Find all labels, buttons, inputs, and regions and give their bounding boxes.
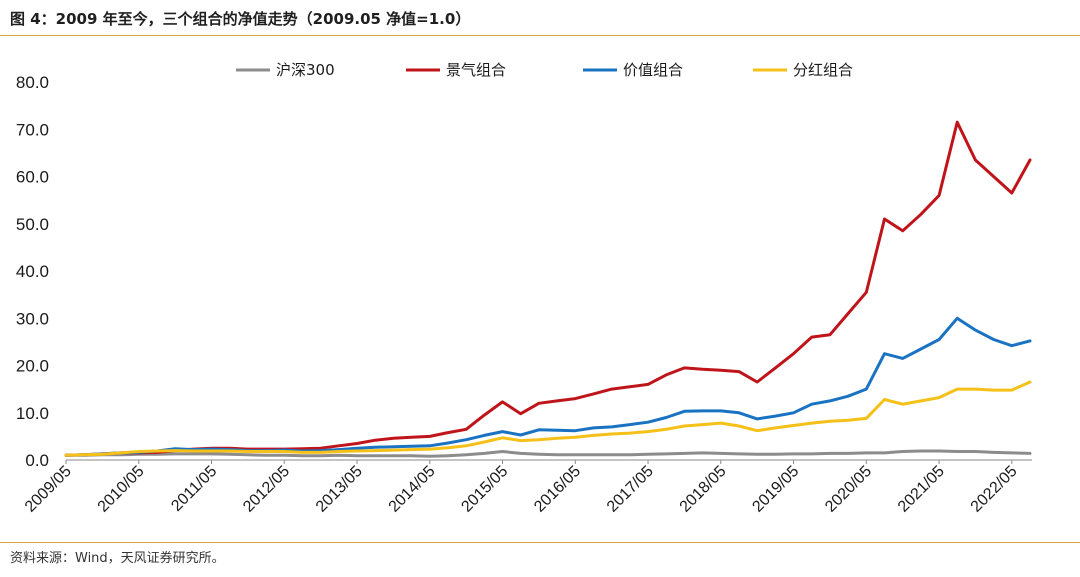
y-tick-label: 50.0 (16, 215, 49, 234)
title-divider (0, 35, 1080, 36)
x-tick-label: 2016/05 (531, 463, 584, 516)
x-tick-label: 2019/05 (749, 463, 802, 516)
x-tick-label: 2009/05 (22, 463, 75, 516)
y-tick-label: 20.0 (16, 357, 49, 376)
y-tick-label: 70.0 (16, 120, 49, 139)
data-source-note: 资料来源：Wind，天风证券研究所。 (10, 551, 225, 566)
x-tick-label: 2018/05 (677, 463, 730, 516)
figure-title: 图 4：2009 年至今，三个组合的净值走势（2009.05 净值=1.0） (10, 10, 471, 28)
x-tick-label: 2022/05 (968, 463, 1021, 516)
y-tick-label: 60.0 (16, 168, 49, 187)
y-tick-label: 0.0 (25, 451, 49, 470)
x-tick-label: 2010/05 (95, 463, 148, 516)
legend-label-3: 分红组合 (793, 61, 853, 79)
net-value-line-chart: 0.0 10.0 20.0 30.0 40.0 50.0 60.0 70.0 80.0 2009/… (16, 61, 1032, 516)
x-tick-label: 2017/05 (604, 463, 657, 516)
y-tick-label: 10.0 (16, 404, 49, 423)
series-line-1 (64, 120, 1032, 457)
source-divider (0, 542, 1080, 543)
x-tick-label: 2021/05 (895, 463, 948, 516)
x-tick-label: 2020/05 (822, 463, 875, 516)
legend-label-1: 景气组合 (446, 61, 506, 79)
y-tick-label: 30.0 (16, 309, 49, 328)
x-tick-label: 2014/05 (386, 463, 439, 516)
x-tick-label: 2013/05 (313, 463, 366, 516)
series-line-0 (64, 449, 1032, 458)
y-tick-label: 40.0 (16, 262, 49, 281)
x-tick-label: 2011/05 (168, 463, 220, 515)
legend-label-0: 沪深300 (276, 61, 335, 79)
legend-label-2: 价值组合 (623, 61, 683, 79)
x-tick-label: 2012/05 (240, 463, 293, 516)
series-line-3 (64, 380, 1032, 457)
series-line-2 (64, 316, 1032, 457)
y-tick-label: 80.0 (16, 73, 49, 92)
x-tick-label: 2015/05 (458, 463, 511, 516)
